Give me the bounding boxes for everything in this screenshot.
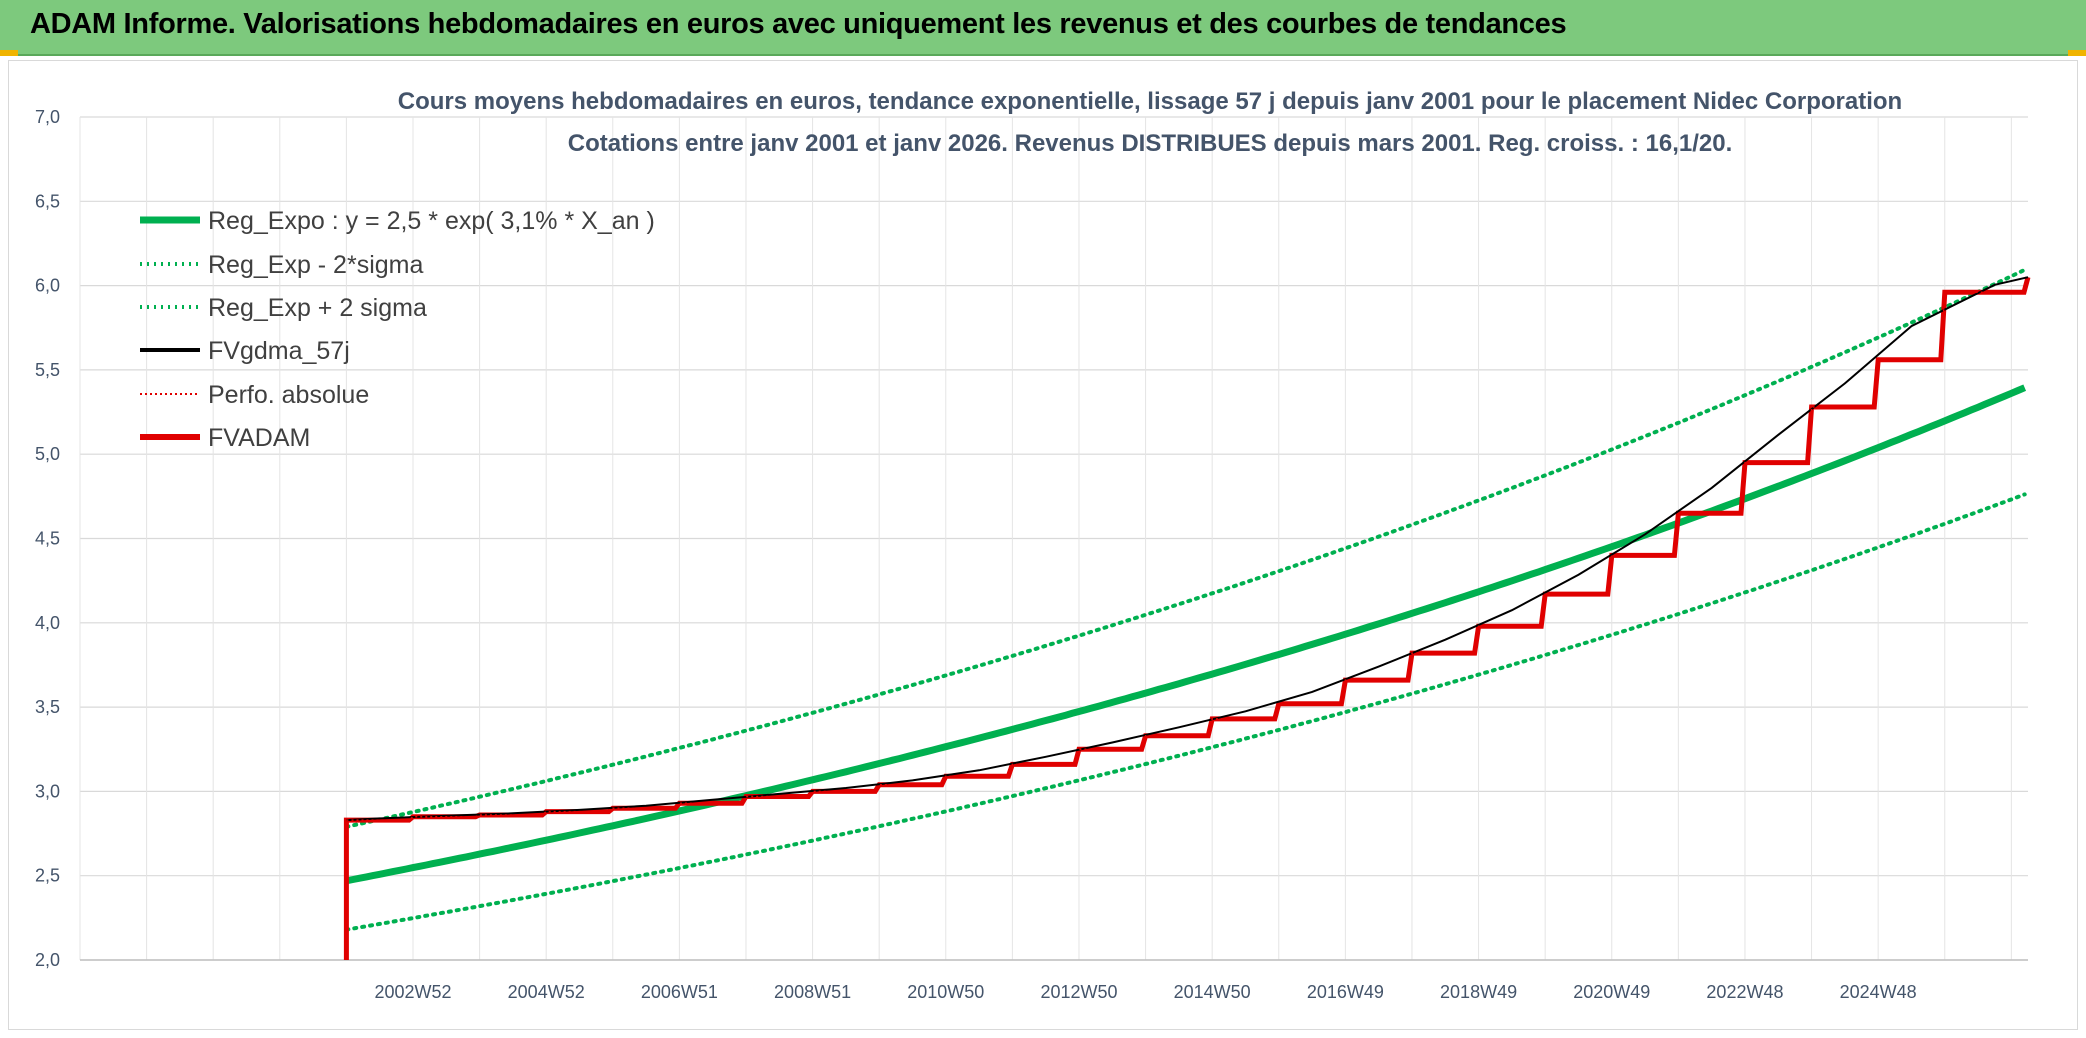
legend-label-reg-minus: Reg_Exp - 2*sigma — [208, 251, 423, 279]
series-group — [343, 267, 2031, 960]
y-tick-label: 6,5 — [35, 191, 60, 211]
legend: Reg_Expo : y = 2,5 * exp( 3,1% * X_an ) … — [140, 207, 655, 452]
legend-label-fvgdma: FVgdma_57j — [208, 337, 350, 365]
y-tick-label: 3,0 — [35, 781, 60, 801]
gridlines — [79, 116, 2028, 961]
x-tick-label: 2020W49 — [1573, 982, 1650, 1002]
x-tick-label: 2022W48 — [1706, 982, 1783, 1002]
reg-expo-line — [345, 384, 2027, 885]
y-tick-label: 4,0 — [35, 613, 60, 633]
x-tick-label: 2012W50 — [1040, 982, 1117, 1002]
chart-frame — [8, 60, 2078, 1030]
x-tick-label: 2004W52 — [508, 982, 585, 1002]
corner-mark-left — [0, 50, 18, 56]
x-tick-label: 2018W49 — [1440, 982, 1517, 1002]
y-tick-label: 6,0 — [35, 276, 60, 296]
perfo-absolue-line — [345, 277, 2029, 960]
report-title: ADAM Informe. Valorisations hebdomadaire… — [30, 8, 1567, 40]
fvgdma-line — [346, 276, 2029, 822]
x-axis-ticks: 2002W52 2004W52 2006W51 2008W51 2010W50 2012W… — [374, 982, 1916, 1002]
x-tick-label: 2014W50 — [1174, 982, 1251, 1002]
y-tick-label: 2,0 — [35, 950, 60, 970]
legend-label-reg-plus: Reg_Exp + 2 sigma — [208, 294, 427, 322]
y-tick-label: 4,5 — [35, 529, 60, 549]
x-tick-label: 2024W48 — [1840, 982, 1917, 1002]
y-tick-label: 2,5 — [35, 866, 60, 886]
corner-mark-right — [2068, 50, 2086, 56]
y-axis-ticks: 2,0 2,5 3,0 3,5 4,0 4,5 5,0 5,5 6,0 6,5 7,0 — [35, 107, 60, 970]
y-tick-label: 5,5 — [35, 360, 60, 380]
legend-label-reg-expo: Reg_Expo : y = 2,5 * exp( 3,1% * X_an ) — [208, 207, 655, 235]
fvadam-line — [343, 276, 2031, 960]
y-tick-label: 5,0 — [35, 444, 60, 464]
y-tick-label: 7,0 — [35, 107, 60, 127]
x-tick-label: 2006W51 — [641, 982, 718, 1002]
y-tick-label: 3,5 — [35, 697, 60, 717]
report-banner: ADAM Informe. Valorisations hebdomadaire… — [0, 0, 2086, 56]
x-tick-label: 2008W51 — [774, 982, 851, 1002]
reg-plus-2sigma-line — [344, 267, 2027, 829]
x-tick-label: 2002W52 — [374, 982, 451, 1002]
x-tick-label: 2010W50 — [907, 982, 984, 1002]
chart-title-line2: Cotations entre janv 2001 et janv 2026. … — [568, 130, 1733, 157]
legend-label-perfo: Perfo. absolue — [208, 381, 369, 409]
x-tick-label: 2016W49 — [1307, 982, 1384, 1002]
reg-minus-2sigma-line — [344, 492, 2027, 932]
chart-title-line1: Cours moyens hebdomadaires en euros, ten… — [398, 88, 1902, 115]
legend-label-fvadam: FVADAM — [208, 424, 310, 452]
